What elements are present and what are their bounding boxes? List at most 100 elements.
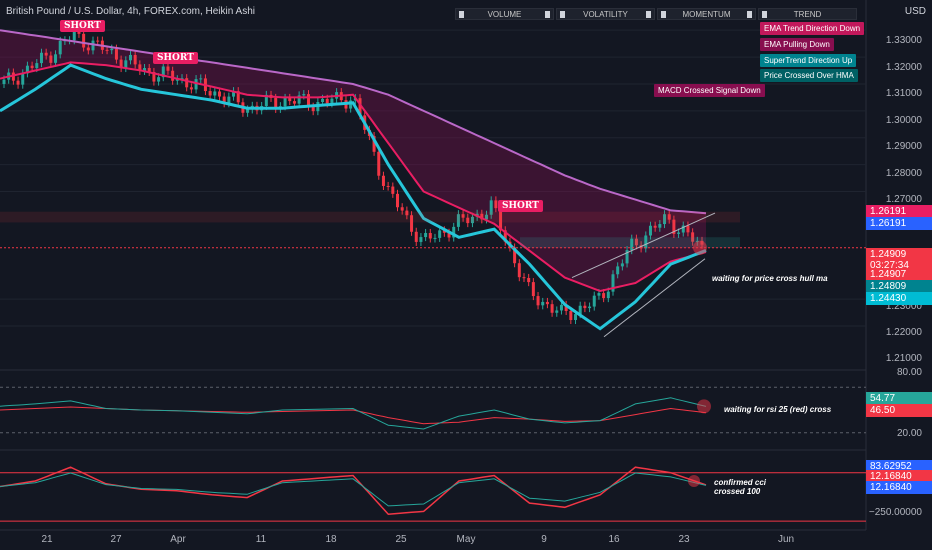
short-tag-1: SHORT [60,20,105,32]
candle [452,226,456,238]
signal-ema-trend-down: EMA Trend Direction Down [760,22,865,35]
candle [227,96,231,104]
candle [152,71,156,82]
candle [175,79,179,81]
candle [616,266,620,275]
candle [161,66,165,78]
indicator-volume[interactable]: VOLUME [455,8,554,20]
price-label-hma: 1.24809 [866,280,932,293]
rsi-line [0,397,707,430]
currency-label: USD [904,6,926,17]
candle [105,49,109,51]
ema-fast-line [0,61,707,293]
candle [325,98,329,104]
indicator-bar: VOLUME VOLATILITY MOMENTUM TREND [455,8,857,20]
candle [470,216,474,224]
candle [559,304,563,311]
candle [386,185,390,187]
candle [522,277,526,279]
cci-signal-line [0,472,707,507]
price-label-last: 1.24909 [866,248,932,261]
candle [377,151,381,176]
candle [321,98,325,103]
candle [433,237,437,239]
cci-signal-label: 12.16840 [866,481,932,494]
x-tick: 16 [608,534,620,545]
rsi-tick-20: 20.00 [896,428,922,439]
signal-macd-crossed-down: MACD Crossed Signal Down [654,84,765,97]
signal-ema-pulling-down: EMA Pulling Down [760,38,834,51]
candle [672,219,676,234]
y-tick: 1.32000 [885,62,922,73]
candle [166,66,170,71]
candle [588,306,592,309]
marker-circle [697,399,711,414]
candle [96,40,100,42]
candle [292,101,296,104]
candle [597,293,601,296]
candle [128,54,132,61]
candle [396,193,400,208]
y-tick: 1.31000 [885,88,922,99]
resistance-zone [0,211,740,223]
price-label-supertrend: 1.24430 [866,292,932,305]
candle [545,301,549,305]
candle [44,52,48,56]
candle [564,304,568,311]
candle [58,40,62,55]
x-tick: 25 [395,534,407,545]
candle [527,277,531,283]
candle [21,73,25,85]
candle [555,310,559,313]
ema-slow-line [0,29,707,215]
x-tick: Apr [170,534,186,545]
candle [114,48,118,60]
candle [49,55,53,63]
price-label-ema: 1.26191 [866,205,932,218]
candle [288,97,292,102]
candle [494,200,498,209]
candle [677,232,681,234]
candle [691,232,695,242]
x-tick: 9 [541,534,547,545]
indicator-trend[interactable]: TREND [758,8,857,20]
candle [630,238,634,251]
hma-line [0,63,707,331]
indicator-momentum[interactable]: MOMENTUM [657,8,756,20]
rsi-signal-line [0,406,707,425]
indicator-volatility[interactable]: VOLATILITY [556,8,655,20]
candle [199,78,203,80]
candle [274,97,278,109]
candle [653,225,657,228]
candle [232,91,236,97]
candle [438,230,442,238]
candle [147,68,151,72]
candle [30,65,34,69]
candle [180,78,184,80]
candle [283,97,287,107]
candle [569,310,573,321]
candle [414,231,418,242]
candle [2,79,6,84]
x-tick: 11 [255,534,267,545]
candle [625,250,629,264]
x-tick: 23 [678,534,690,545]
candle [405,210,409,216]
y-tick: 1.29000 [885,141,922,152]
candle [358,98,362,116]
y-tick: 1.33000 [885,35,922,46]
candle [133,54,137,65]
candle [447,232,451,238]
candle [138,64,142,71]
candle [574,314,578,321]
x-tick: 27 [110,534,122,545]
x-tick: 18 [325,534,337,545]
candle [25,65,29,74]
candle [428,233,432,239]
candle [456,214,460,227]
rsi-tick-80: 80.00 [896,367,922,378]
candle [11,72,15,81]
candle [602,293,606,299]
candle [306,94,310,107]
